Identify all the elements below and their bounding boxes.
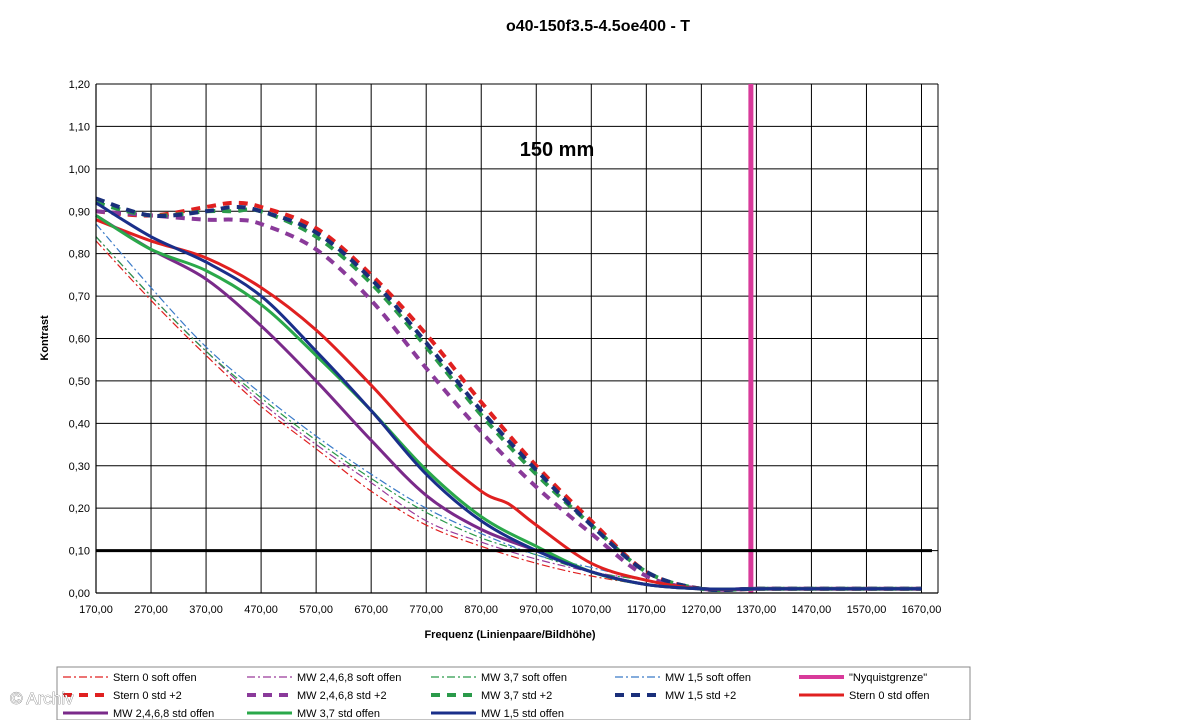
- x-tick-label: 370,00: [189, 604, 223, 616]
- legend-label: MW 2,4,6,8 std offen: [113, 708, 214, 720]
- y-tick-label: 0,70: [69, 291, 90, 303]
- x-tick-label: 870,00: [464, 604, 498, 616]
- x-tick-label: 1670,00: [902, 604, 942, 616]
- legend-label: MW 2,4,6,8 soft offen: [297, 672, 401, 684]
- x-tick-label: 570,00: [299, 604, 333, 616]
- plot-grid: [95, 83, 938, 594]
- y-tick-label: 1,10: [69, 121, 90, 133]
- x-tick-label: 1270,00: [681, 604, 721, 616]
- legend-label: "Nyquistgrenze": [849, 672, 927, 684]
- x-tick-label: 270,00: [134, 604, 168, 616]
- archive-watermark: © Archiv: [10, 689, 74, 708]
- axes: 0,00 0,10 0,20 0,30 0,40 0,50 0,60 0,70 0,80 0,90…: [69, 79, 942, 616]
- legend-label: Stern 0 soft offen: [113, 672, 197, 684]
- series-mw-2-4-6-8-soft-offen: [95, 236, 922, 591]
- legend-label: MW 3,7 std offen: [297, 708, 380, 720]
- series-stern-0-soft-offen: [95, 240, 922, 590]
- y-tick-label: 0,20: [69, 503, 90, 515]
- legend-label: MW 3,7 soft offen: [481, 672, 567, 684]
- x-tick-label: 770,00: [409, 604, 443, 616]
- x-tick-label: 170,00: [79, 604, 113, 616]
- y-tick-label: 0,10: [69, 546, 90, 558]
- x-tick-label: 970,00: [519, 604, 553, 616]
- focal-length-annotation: 150 mm: [520, 139, 595, 161]
- y-tick-label: 1,00: [69, 164, 90, 176]
- legend-label: MW 3,7 std +2: [481, 690, 552, 702]
- x-tick-label: 1470,00: [792, 604, 832, 616]
- legend-label: MW 1,5 std offen: [481, 708, 564, 720]
- x-tick-label: 1570,00: [847, 604, 887, 616]
- y-tick-label: 0,50: [69, 376, 90, 388]
- x-tick-label: 1170,00: [627, 604, 666, 616]
- series-mw-2-4-6-8-std-2: [95, 209, 922, 592]
- x-tick-label: 1070,00: [571, 604, 611, 616]
- y-axis-label: Kontrast: [39, 315, 51, 361]
- legend-label: MW 1,5 std +2: [665, 690, 736, 702]
- legend-label: MW 2,4,6,8 std +2: [297, 690, 387, 702]
- y-tick-label: 0,40: [69, 418, 90, 430]
- data-series: [95, 84, 932, 593]
- x-tick-label: 670,00: [354, 604, 388, 616]
- y-tick-label: 1,20: [69, 79, 90, 91]
- y-tick-label: 0,80: [69, 249, 90, 261]
- x-tick-label: 470,00: [244, 604, 278, 616]
- y-tick-label: 0,00: [69, 588, 90, 600]
- x-tick-label: 1370,00: [737, 604, 777, 616]
- legend-label: MW 1,5 soft offen: [665, 672, 751, 684]
- series-mw-1-5-std-offen: [95, 201, 922, 591]
- y-tick-label: 0,30: [69, 461, 90, 473]
- legend-label: Stern 0 std +2: [113, 690, 182, 702]
- y-tick-label: 0,90: [69, 206, 90, 218]
- y-tick-label: 0,60: [69, 334, 90, 346]
- x-axis-label: Frequenz (Linienpaare/Bildhöhe): [424, 629, 595, 641]
- chart-title: o40-150f3.5-4.5oe400 - T: [506, 18, 690, 35]
- legend: Stern 0 soft offen MW 2,4,6,8 soft offen M…: [56, 666, 971, 720]
- legend-label: Stern 0 std offen: [849, 690, 930, 702]
